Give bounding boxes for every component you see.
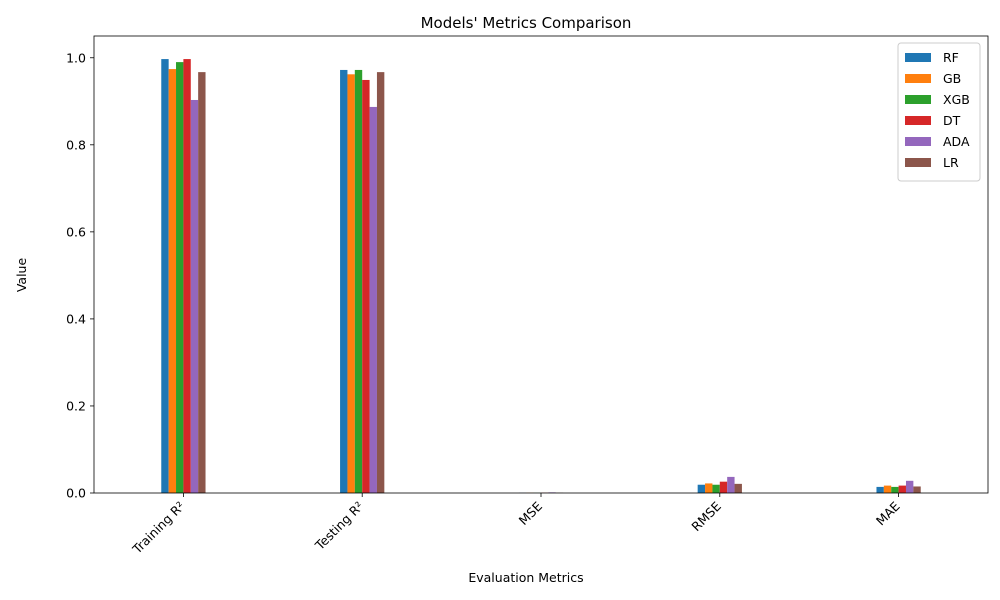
legend-label-gb: GB	[943, 71, 961, 86]
bar-ada-1	[369, 106, 377, 493]
bar-lr-0	[198, 72, 206, 494]
bar-ada-0	[190, 99, 199, 493]
bar-lr-4	[913, 486, 921, 493]
bar-rf-1	[340, 69, 348, 493]
bar-dt-3	[719, 481, 728, 493]
legend-swatch-lr	[905, 158, 931, 167]
bar-rf-4	[876, 486, 884, 493]
bar-xgb-4	[891, 486, 899, 493]
x-tick-label: MSE	[516, 498, 546, 528]
bar-gb-4	[883, 485, 892, 493]
y-tick-label: 0.6	[66, 224, 86, 239]
legend-swatch-xgb	[905, 95, 931, 104]
bar-ada-3	[727, 476, 735, 493]
bar-gb-1	[347, 74, 355, 494]
y-tick-label: 1.0	[66, 50, 86, 65]
bar-xgb-1	[354, 69, 363, 493]
legend-label-lr: LR	[943, 155, 959, 170]
bar-dt-4	[898, 485, 906, 493]
legend-swatch-gb	[905, 74, 931, 83]
legend: RF GB XGB DT ADA LR	[897, 42, 981, 182]
legend-label-xgb: XGB	[943, 92, 970, 107]
bar-xgb-0	[176, 62, 184, 494]
bar-gb-0	[168, 69, 177, 493]
y-tick-label: 0.2	[66, 398, 86, 413]
y-tick-label: 0.8	[66, 137, 86, 152]
x-tick-label: Testing R²	[311, 499, 366, 554]
bar-dt-0	[183, 59, 191, 493]
legend-label-rf: RF	[943, 50, 959, 65]
y-axis-label: Value	[14, 258, 29, 293]
x-tick-label: MAE	[873, 498, 903, 528]
chart-title: Models' Metrics Comparison	[421, 14, 632, 32]
x-tick-label: RMSE	[688, 498, 724, 534]
legend-label-ada: ADA	[943, 134, 970, 149]
bar-lr-3	[734, 483, 742, 493]
y-tick-label: 0.0	[66, 486, 86, 501]
bar-rf-0	[161, 59, 169, 493]
legend-swatch-rf	[905, 53, 931, 62]
x-tick-label: Training R²	[129, 499, 188, 558]
bar-rf-3	[697, 484, 706, 493]
legend-swatch-ada	[905, 137, 931, 146]
bar-lr-1	[376, 72, 385, 494]
bar-xgb-3	[712, 484, 720, 493]
plot-frame	[93, 35, 989, 494]
legend-swatch-dt	[905, 116, 931, 125]
bars-layer	[161, 59, 921, 494]
x-axis-label: Evaluation Metrics	[468, 570, 583, 585]
bar-gb-3	[705, 483, 713, 493]
bar-dt-1	[362, 79, 370, 494]
y-tick-label: 0.4	[66, 311, 86, 326]
bar-ada-4	[905, 480, 914, 493]
legend-label-dt: DT	[943, 113, 961, 128]
